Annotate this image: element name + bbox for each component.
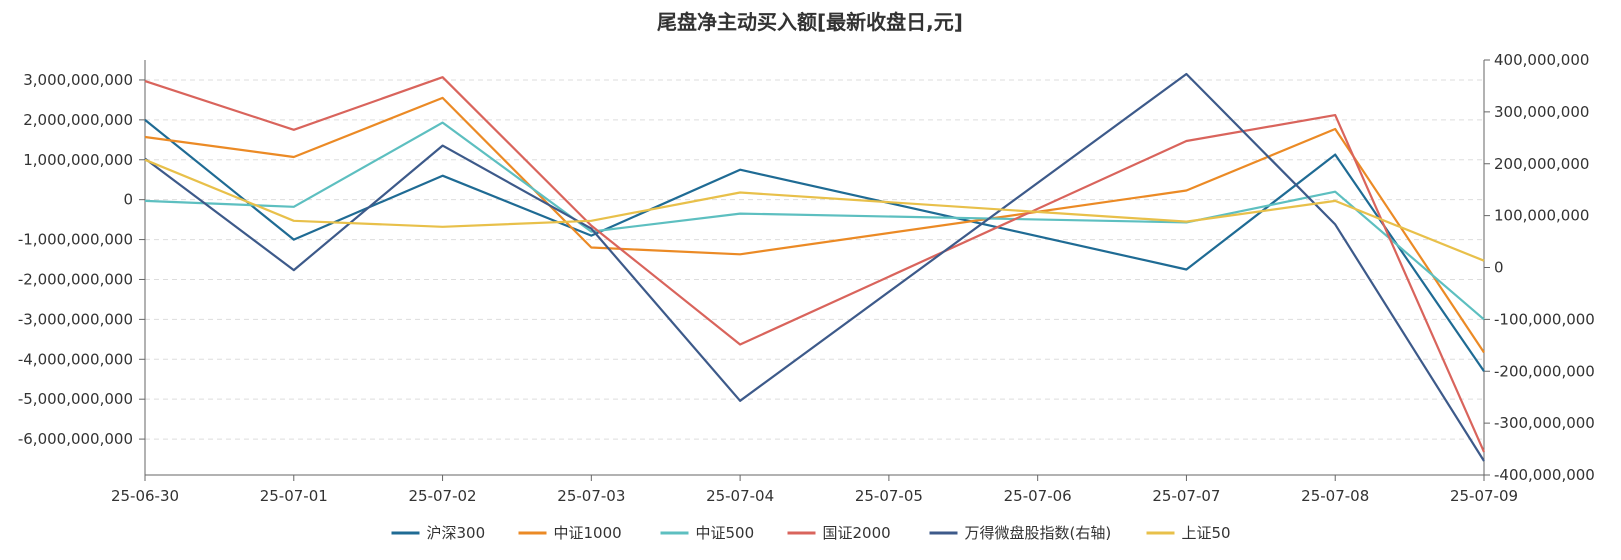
right-axis-tick-label: -300,000,000 — [1494, 414, 1595, 432]
x-axis-tick-label: 25-07-01 — [260, 487, 328, 505]
x-axis-tick-label: 25-07-03 — [557, 487, 625, 505]
right-axis-tick-label: -400,000,000 — [1494, 466, 1595, 484]
legend-label: 上证50 — [1182, 524, 1231, 542]
series-layer — [144, 72, 1486, 462]
series-line — [144, 121, 1485, 321]
series-line — [144, 72, 1485, 462]
left-axis-tick-label: -1,000,000,000 — [18, 231, 133, 249]
chart-title: 尾盘净主动买入额[最新收盘日,元] — [657, 10, 963, 34]
x-axis-tick-label: 25-07-09 — [1450, 487, 1518, 505]
legend-label: 万得微盘股指数(右轴) — [965, 524, 1112, 542]
left-axis-tick-label: -4,000,000,000 — [18, 350, 133, 368]
left-axis-tick-label: -3,000,000,000 — [18, 310, 133, 328]
right-axis-tick-label: -100,000,000 — [1494, 310, 1595, 328]
left-axis-tick-label: -5,000,000,000 — [18, 390, 133, 408]
x-axis-tick-label: 25-07-07 — [1152, 487, 1220, 505]
x-axis-tick-label: 25-06-30 — [111, 487, 179, 505]
right-axis-tick-label: 200,000,000 — [1494, 155, 1589, 173]
x-axis-tick-label: 25-07-08 — [1301, 487, 1369, 505]
left-axis-tick-label: 0 — [123, 191, 133, 209]
right-axis-tick-label: 0 — [1494, 259, 1504, 277]
grid-layer — [145, 79, 1484, 440]
left-axis-tick-label: 2,000,000,000 — [23, 111, 133, 129]
left-axis-tick-label: -6,000,000,000 — [18, 430, 133, 448]
right-axis-tick-label: 300,000,000 — [1494, 103, 1589, 121]
axes-layer: 3,000,000,000 2,000,000,000 1,000,000,000 0… — [18, 51, 1595, 505]
legend-item[interactable]: 国证2000 — [787, 524, 891, 542]
series-line — [144, 158, 1485, 262]
legend-label: 中证1000 — [554, 524, 622, 542]
legend-label: 中证500 — [696, 524, 755, 542]
left-axis-tick-label: 1,000,000,000 — [23, 151, 133, 169]
legend-item[interactable]: 中证1000 — [518, 524, 622, 542]
legend-label: 国证2000 — [823, 524, 891, 542]
right-axis-tick-label: -200,000,000 — [1494, 362, 1595, 380]
left-axis-tick-label: 3,000,000,000 — [23, 71, 133, 89]
x-axis-tick-label: 25-07-05 — [855, 487, 923, 505]
right-axis-tick-label: 400,000,000 — [1494, 51, 1589, 69]
legend-label: 沪深300 — [427, 524, 486, 542]
x-axis-tick-label: 25-07-02 — [409, 487, 477, 505]
right-axis-tick-label: 100,000,000 — [1494, 207, 1589, 225]
left-axis-tick-label: -2,000,000,000 — [18, 270, 133, 288]
series-line — [144, 96, 1485, 354]
legend-item[interactable]: 上证50 — [1146, 524, 1231, 542]
series-line — [144, 119, 1485, 372]
legend-item[interactable]: 中证500 — [660, 524, 755, 542]
series-line — [144, 76, 1486, 453]
legend-item[interactable]: 沪深300 — [391, 524, 486, 542]
legend-item[interactable]: 万得微盘股指数(右轴) — [929, 524, 1112, 542]
x-axis-tick-label: 25-07-04 — [706, 487, 774, 505]
x-axis-tick-label: 25-07-06 — [1004, 487, 1072, 505]
legend: 沪深300 中证1000 中证500 国证2000 万得微盘股指数(右轴) 上证50 — [391, 524, 1231, 542]
